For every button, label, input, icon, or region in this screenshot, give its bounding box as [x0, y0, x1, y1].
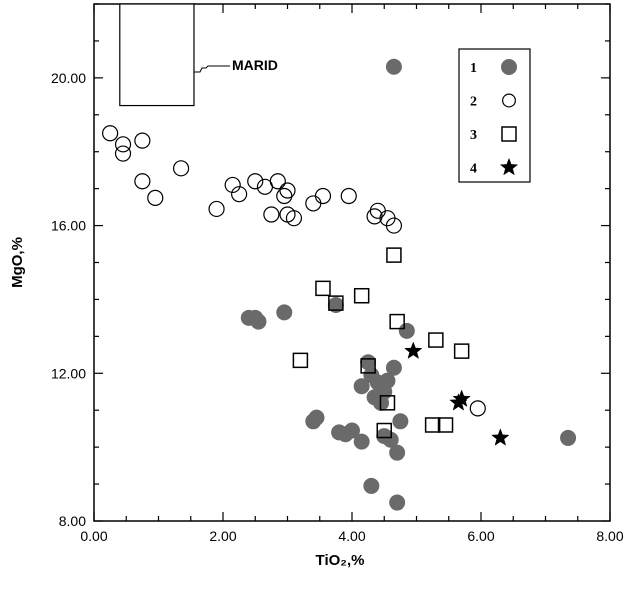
series-2-point: [224, 176, 241, 194]
x-tick-label: 0.00: [80, 528, 107, 544]
series-3-point: [292, 352, 309, 369]
series-2-point: [279, 182, 296, 199]
legend-box: [458, 48, 531, 183]
series-2-point: [172, 160, 190, 177]
y-tick-label: 20.00: [51, 70, 86, 86]
series-2-point: [114, 145, 132, 162]
marid-leader-line: [193, 65, 230, 73]
y-tick-label: 16.00: [51, 218, 86, 234]
series-2-point: [269, 173, 286, 190]
legend-label: 1: [470, 61, 477, 76]
x-axis-title: TiO₂,%: [316, 552, 365, 569]
series-3-point: [379, 395, 396, 411]
series-1-point: [560, 429, 577, 446]
x-tick-label: 6.00: [467, 528, 494, 544]
series-2-point: [385, 217, 403, 234]
series-3-point: [424, 417, 441, 433]
series-3-point: [453, 343, 470, 359]
series-4-point: [452, 389, 471, 407]
series-1-point: [392, 413, 409, 430]
series-2-point: [285, 210, 303, 227]
series-1-point: [363, 477, 380, 494]
legend-label: 2: [470, 95, 477, 110]
series-1-point: [385, 58, 402, 75]
marid-box: [119, 3, 195, 107]
series-1-point: [389, 444, 406, 461]
series-1-point: [250, 313, 267, 330]
legend-marker-1: [501, 59, 517, 75]
series-2-point: [102, 125, 119, 142]
x-tick-label: 4.00: [338, 528, 365, 544]
legend-marker-2: [502, 93, 516, 108]
legend-label: 4: [470, 162, 477, 177]
series-3-point: [360, 358, 376, 374]
series-2-point: [247, 173, 264, 190]
series-2-point: [276, 187, 293, 205]
marid-label: MARID: [232, 57, 278, 73]
legend: 1 2 3 4: [458, 48, 531, 183]
series-1-point: [389, 494, 406, 511]
series-2-point: [208, 200, 225, 218]
axes: 0.00 2.00 4.00 6.00 8.00 8.00 12.00 16.00 20.00: [51, 3, 624, 544]
series-2-point: [114, 136, 132, 153]
legend-label: 3: [470, 128, 477, 143]
series-1-point: [276, 304, 293, 321]
legend-marker-4: [499, 157, 519, 176]
x-tick-label: 2.00: [209, 528, 236, 544]
series-3-point: [437, 417, 454, 433]
series-3-point: [386, 247, 402, 263]
series-3-point: [389, 313, 405, 330]
series-2-point: [134, 173, 151, 190]
series-1-point: [353, 433, 370, 450]
series-2-point: [134, 132, 151, 149]
series-4-point: [404, 341, 423, 359]
series-1-point: [353, 378, 370, 395]
series-2-point: [469, 400, 486, 417]
series-3-point: [315, 280, 331, 297]
series-1-point: [344, 422, 360, 439]
series-4-point: [491, 428, 510, 446]
series-3-point: [428, 332, 444, 348]
series-2-point: [369, 202, 386, 219]
y-tick-label: 12.00: [51, 365, 86, 381]
series-1-point: [385, 359, 402, 376]
series-2-point: [314, 187, 332, 205]
series-1-point: [376, 383, 393, 400]
axis-labels: TiO₂,% MgO,%: [9, 237, 364, 569]
legend-marker-3: [501, 126, 517, 142]
series-2-point: [231, 186, 248, 203]
series-1-point: [308, 409, 325, 426]
data-points: [102, 58, 577, 511]
series-2-point: [340, 187, 357, 205]
series-3-point: [353, 287, 370, 304]
marid-annotation: MARID: [119, 3, 278, 107]
x-tick-label: 8.00: [596, 528, 623, 544]
y-tick-label: 8.00: [59, 513, 86, 529]
series-1-point: [398, 322, 415, 339]
series-3-point: [328, 295, 344, 311]
series-2-point: [263, 206, 280, 223]
y-axis-title: MgO,%: [9, 237, 26, 288]
series-2-point: [147, 189, 164, 206]
series-3-point: [376, 422, 392, 439]
series-2-point: [305, 195, 322, 212]
